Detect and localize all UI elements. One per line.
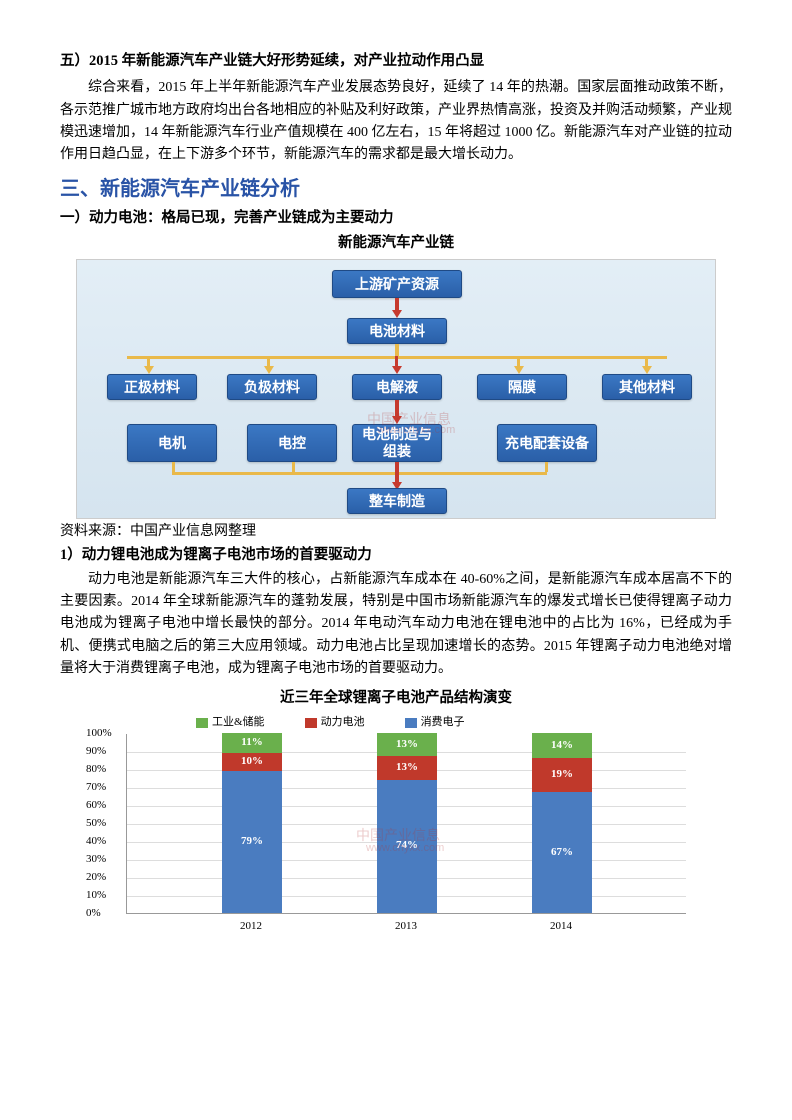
connector [172, 462, 175, 472]
legend-label: 消费电子 [421, 714, 465, 732]
legend-item: 消费电子 [405, 714, 465, 732]
bar-segment: 67% [532, 792, 592, 913]
bar-segment: 11% [222, 733, 282, 753]
arrow-icon [642, 366, 652, 374]
node-battery-material: 电池材料 [347, 318, 447, 344]
legend-swatch [305, 718, 317, 728]
legend-item: 动力电池 [305, 714, 365, 732]
node-other-material: 其他材料 [602, 374, 692, 400]
source-label: 资料来源：中国产业信息网整理 [60, 521, 732, 543]
y-axis-label: 80% [86, 761, 106, 779]
section-5-paragraph: 综合来看，2015 年上半年新能源汽车产业发展态势良好，延续了 14 年的热潮。… [60, 77, 732, 167]
section-5-heading: 五）2015 年新能源汽车产业链大好形势延续，对产业拉动作用凸显 [60, 50, 732, 73]
x-axis-label: 2014 [531, 918, 591, 936]
node-motor: 电机 [127, 424, 217, 462]
legend-label: 工业&储能 [212, 714, 265, 732]
arrow-icon [514, 366, 524, 374]
arrow-icon [264, 366, 274, 374]
legend-swatch [196, 718, 208, 728]
connector [545, 462, 548, 472]
node-charging: 充电配套设备 [497, 424, 597, 462]
node-separator: 隔膜 [477, 374, 567, 400]
bar-segment: 10% [222, 753, 282, 771]
main-heading-3: 三、新能源汽车产业链分析 [60, 173, 732, 205]
arrow-icon [392, 366, 402, 374]
x-axis-label: 2013 [376, 918, 436, 936]
y-axis-label: 40% [86, 833, 106, 851]
arrow-icon [144, 366, 154, 374]
watermark-url: www.chyxx.com [377, 422, 455, 440]
y-axis-label: 20% [86, 869, 106, 887]
bar-segment: 14% [532, 733, 592, 758]
connector [172, 472, 547, 475]
bar-2012: 79%10%11% [222, 733, 282, 913]
connector [395, 462, 399, 484]
chain-diagram-title: 新能源汽车产业链 [60, 232, 732, 255]
supply-chain-flowchart: 上游矿产资源 电池材料 正极材料 负极材料 电解液 隔膜 其他材料 电机 电控 … [76, 259, 716, 519]
node-cathode: 正极材料 [107, 374, 197, 400]
bar-2014: 67%19%14% [532, 733, 592, 913]
y-axis-label: 30% [86, 851, 106, 869]
arrow-icon [392, 310, 402, 318]
x-axis-label: 2012 [221, 918, 281, 936]
bar-segment: 13% [377, 733, 437, 756]
watermark-url: www.chyxx.com [366, 840, 444, 858]
y-axis-label: 0% [86, 905, 101, 923]
sub-heading-2: 1）动力锂电池成为锂离子电池市场的首要驱动力 [60, 544, 732, 567]
sub-heading-1: 一）动力电池：格局已现，完善产业链成为主要动力 [60, 207, 732, 230]
stacked-bar-chart: 工业&储能动力电池消费电子 79%10%11%74%13%13%67%19%14… [76, 714, 716, 944]
bar-segment: 19% [532, 758, 592, 792]
node-vehicle: 整车制造 [347, 488, 447, 514]
y-axis-label: 60% [86, 797, 106, 815]
connector [395, 344, 399, 356]
chart-legend: 工业&储能 动力电池 消费电子 [196, 714, 465, 732]
legend-swatch [405, 718, 417, 728]
bar-chart-title: 近三年全球锂离子电池产品结构演变 [60, 687, 732, 710]
bar-segment: 13% [377, 756, 437, 779]
y-axis-label: 90% [86, 743, 106, 761]
node-electrolyte: 电解液 [352, 374, 442, 400]
y-axis-label: 50% [86, 815, 106, 833]
y-axis-label: 100% [86, 725, 112, 743]
sub-2-paragraph: 动力电池是新能源汽车三大件的核心，占新能源汽车成本在 40-60%之间，是新能源… [60, 569, 732, 681]
connector [292, 462, 295, 472]
bar-2013: 74%13%13% [377, 733, 437, 913]
y-axis-label: 70% [86, 779, 106, 797]
y-axis-label: 10% [86, 887, 106, 905]
bar-segment: 79% [222, 771, 282, 913]
node-controller: 电控 [247, 424, 337, 462]
legend-item: 工业&储能 [196, 714, 265, 732]
node-upstream: 上游矿产资源 [332, 270, 462, 298]
node-anode: 负极材料 [227, 374, 317, 400]
legend-label: 动力电池 [321, 714, 365, 732]
